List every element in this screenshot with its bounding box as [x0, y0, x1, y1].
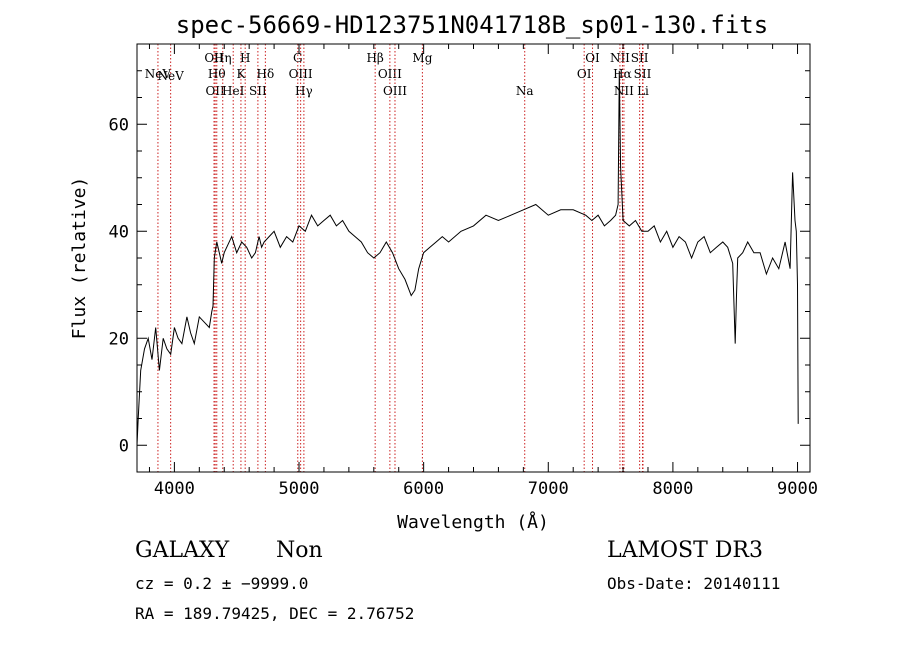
- object-class: GALAXY: [135, 538, 230, 563]
- y-tick-label: 0: [119, 436, 129, 456]
- x-tick-label: 9000: [777, 479, 818, 499]
- x-axis-label: Wavelength (Å): [397, 511, 549, 533]
- y-tick-label: 20: [109, 329, 129, 349]
- spectral-line-label: OII: [205, 84, 225, 98]
- chart-title: spec-56669-HD123751N041718B_sp01-130.fit…: [176, 11, 768, 39]
- spectral-line-label: OIII: [289, 67, 313, 81]
- spectral-line-label: OII: [204, 51, 224, 65]
- x-tick-label: 6000: [403, 479, 444, 499]
- spectral-line-label: OI: [577, 67, 592, 81]
- spectral-line-label: Hδ: [257, 67, 275, 81]
- spectral-line-label: SII: [249, 84, 267, 98]
- survey-name: LAMOST DR3: [607, 538, 763, 563]
- spectral-line-label: Li: [637, 84, 649, 98]
- spectral-line-label: Hθ: [208, 67, 226, 81]
- spectral-line-label: NeV: [158, 69, 185, 83]
- spectral-line-label: OIII: [378, 67, 402, 81]
- spectral-line-label: NeV: [145, 67, 172, 81]
- spectral-line-label: K: [236, 67, 246, 81]
- spectral-line-label: G: [293, 51, 303, 65]
- ra-dec: RA = 189.79425, DEC = 2.76752: [135, 604, 415, 623]
- spectral-line-label: SII: [634, 67, 652, 81]
- spectral-line-label: Hβ: [366, 51, 383, 65]
- spectral-line-label: Na: [516, 84, 534, 98]
- observation-date: Obs-Date: 20140111: [607, 574, 781, 593]
- x-tick-label: 7000: [528, 479, 569, 499]
- spectral-line-label: HeI: [222, 84, 245, 98]
- spectrum-trace: [136, 70, 799, 446]
- spectral-line-label: NII: [614, 84, 634, 98]
- spectral-line-label: Hα: [613, 67, 632, 81]
- axis-ticks: 4000 5000 6000 7000 8000 9000 0 20 40 60: [109, 44, 818, 499]
- spectral-line-label: H: [240, 51, 250, 65]
- plot-frame: [136, 43, 811, 473]
- y-axis-label: Flux (relative): [69, 177, 90, 340]
- spectral-line-label: Hγ: [295, 84, 313, 98]
- spectral-line-label: Hη: [214, 51, 232, 65]
- y-tick-label: 40: [109, 222, 129, 242]
- spectral-line-label: OI: [585, 51, 600, 65]
- redshift-cz: cz = 0.2 ± −9999.0: [135, 574, 309, 593]
- x-tick-label: 8000: [652, 479, 693, 499]
- spectral-line-label: OIII: [383, 84, 407, 98]
- x-tick-label: 5000: [279, 479, 320, 499]
- spectrum-line: [136, 70, 799, 446]
- x-tick-label: 4000: [154, 479, 195, 499]
- spectral-line-label: Mg: [412, 51, 432, 65]
- y-tick-label: 60: [109, 115, 129, 135]
- spectral-line-label: NII: [610, 51, 630, 65]
- spectral-line-label: SII: [631, 51, 649, 65]
- object-subclass: Non: [276, 538, 323, 563]
